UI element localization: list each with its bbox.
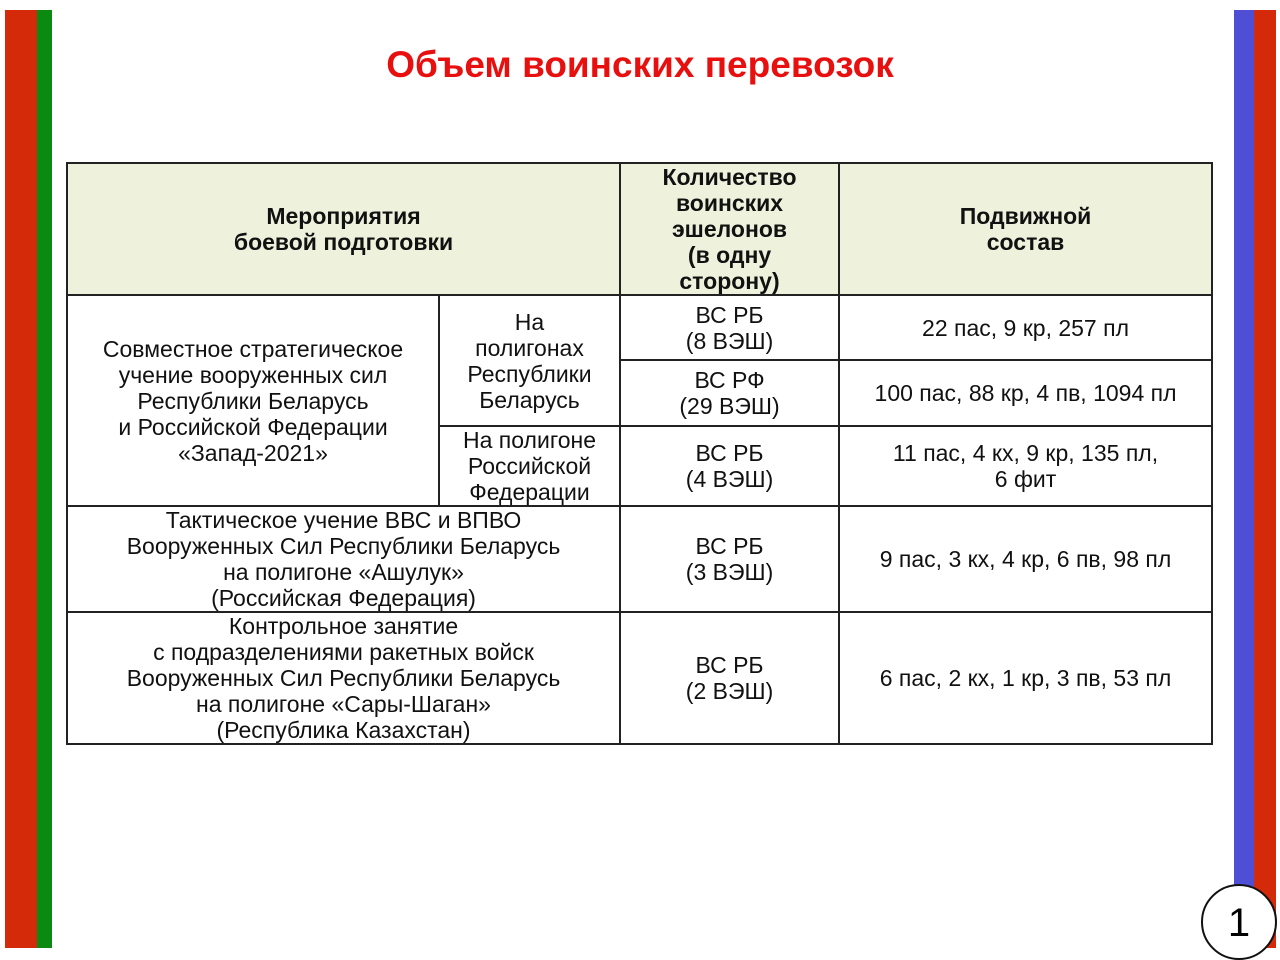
count-cell: ВС РБ (4 ВЭШ) <box>619 425 841 507</box>
place-cell: На полигонах Республики Беларусь <box>437 294 622 427</box>
table-row: ВС РФ (29 ВЭШ) 100 пас, 88 кр, 4 пв, 109… <box>67 359 1214 427</box>
count-cell: ВС РФ (29 ВЭШ) <box>619 359 841 427</box>
count-cell: ВС РБ (3 ВЭШ) <box>619 505 841 613</box>
slide-title: Объем воинских перевозок <box>386 44 894 85</box>
header-echelons: Количество воинских эшелонов (в одну сто… <box>619 162 841 296</box>
event-cell: Тактическое учение ВВС и ВПВО Вооруженны… <box>65 505 622 613</box>
table-header-row: Мероприятия боевой подготовки Количество… <box>65 162 1214 296</box>
stock-cell: 9 пас, 3 кх, 4 кр, 6 пв, 98 пл <box>838 505 1214 613</box>
flag-stripe-red-right <box>1254 10 1276 948</box>
flag-stripe-green-left <box>37 10 52 948</box>
table-row: На полигоне Российской Федерации ВС РБ (… <box>67 425 1214 507</box>
count-cell: ВС РБ (2 ВЭШ) <box>619 611 841 745</box>
table-row: Совместное стратегическое учение вооруже… <box>66 294 1214 507</box>
stock-cell: 6 пас, 2 кх, 1 кр, 3 пв, 53 пл <box>838 611 1214 745</box>
flag-stripe-blue-right <box>1234 10 1254 948</box>
table-row: Контрольное занятие с подразделениями ра… <box>65 611 1214 745</box>
table-row: Тактическое учение ВВС и ВПВО Вооруженны… <box>65 505 1214 613</box>
event-cell: Совместное стратегическое учение вооруже… <box>66 294 440 507</box>
stock-cell: 22 пас, 9 кр, 257 пл <box>838 294 1214 361</box>
header-rolling-stock: Подвижной состав <box>838 162 1214 296</box>
count-cell: ВС РБ (8 ВЭШ) <box>619 294 841 361</box>
flag-stripe-red-left <box>5 10 37 948</box>
place-cell: На полигоне Российской Федерации <box>437 425 622 507</box>
header-events: Мероприятия боевой подготовки <box>65 162 622 296</box>
page-number: 1 <box>1201 884 1277 960</box>
stock-cell: 100 пас, 88 кр, 4 пв, 1094 пл <box>838 359 1214 427</box>
transport-table: Мероприятия боевой подготовки Количество… <box>65 162 1214 745</box>
event-cell: Контрольное занятие с подразделениями ра… <box>65 611 622 745</box>
stock-cell: 11 пас, 4 кх, 9 кр, 135 пл, 6 фит <box>838 425 1214 507</box>
